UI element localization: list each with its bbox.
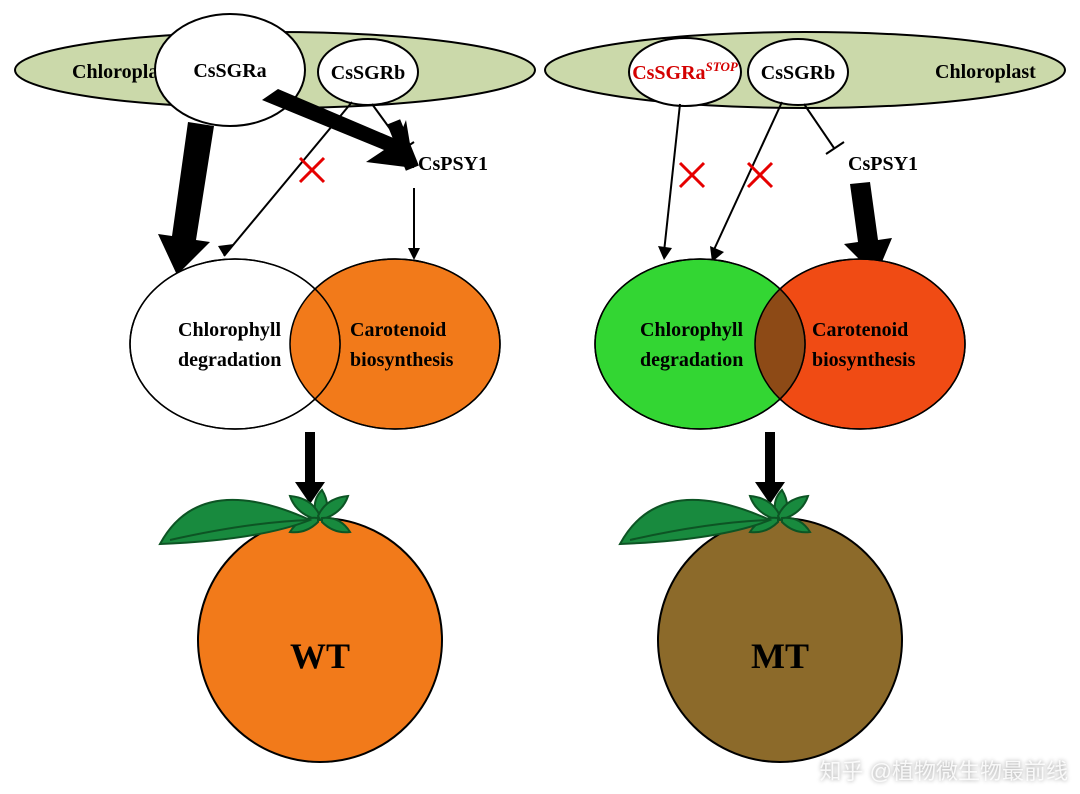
left-venn: Chlorophyll degradation Carotenoid biosy… <box>130 259 500 429</box>
left-arrow-cspsy1-to-carotenoid <box>408 188 420 260</box>
right-venn-right-line2: biosynthesis <box>812 349 916 371</box>
left-fruit-label: WT <box>290 636 350 676</box>
right-fruit: MT <box>620 490 902 762</box>
right-red-x-2 <box>748 163 772 187</box>
right-cssgrb-label: CsSGRb <box>761 62 835 84</box>
left-thick-arrow-to-chlorophyll <box>158 122 214 275</box>
right-chloroplast-label: Chloroplast <box>935 61 1036 83</box>
right-red-x-1 <box>680 163 704 187</box>
right-fruit-label: MT <box>751 636 809 676</box>
right-arrow-cssgrb-to-chl <box>710 102 782 262</box>
left-venn-right-line1: Carotenoid <box>350 319 446 341</box>
left-cssgra-label: CsSGRa <box>193 60 266 82</box>
right-venn-left-line2: degradation <box>640 349 743 371</box>
right-thin-inhibition-cssgrb-to-cspsy1 <box>804 104 844 154</box>
left-red-x <box>300 158 324 182</box>
left-venn-left-line2: degradation <box>178 349 281 371</box>
left-cspsy1-label: CsPSY1 <box>418 153 488 175</box>
left-cssgrb-label: CsSGRb <box>331 62 405 84</box>
left-fruit: WT <box>160 490 442 762</box>
right-venn: Chlorophyll degradation Carotenoid biosy… <box>595 259 965 429</box>
right-venn-left-line1: Chlorophyll <box>640 319 743 341</box>
right-venn-right-line1: Carotenoid <box>812 319 908 341</box>
left-venn-left-line1: Chlorophyll <box>178 319 281 341</box>
diagram-canvas: Chloroplast CsSGRa CsSGRb CsPSY1 <box>0 0 1080 794</box>
right-cspsy1-label: CsPSY1 <box>848 153 918 175</box>
left-venn-right-line2: biosynthesis <box>350 349 454 371</box>
right-arrow-cssgra-to-chl <box>658 104 680 260</box>
